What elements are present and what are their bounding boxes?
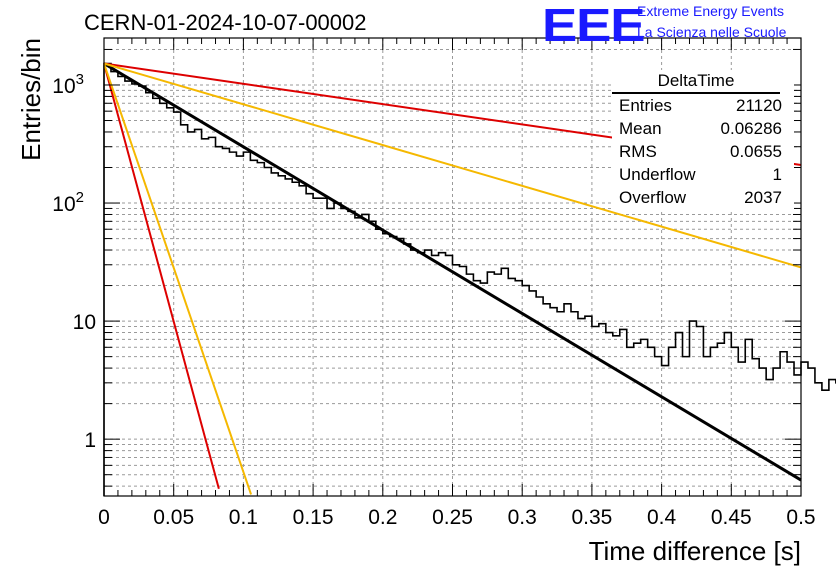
chart-title: CERN-01-2024-10-07-00002 [84,10,367,35]
x-tick-label: 0.05 [153,506,194,529]
x-tick-label: 0.25 [432,506,473,529]
fit-curve-3 [103,62,802,269]
stats-row-overflow: Overflow 2037 [612,186,794,209]
y-tick-label: 102 [52,189,84,216]
fit-curve-5 [103,63,253,495]
x-tick-label: 0.2 [368,506,397,529]
eee-logo: EEE [542,0,646,51]
y-tick-label: 1 [84,429,96,452]
stats-label: Entries [619,96,672,115]
y-tick-label: 10 [73,311,96,334]
stats-label: Mean [619,119,662,138]
stats-row-entries: Entries 21120 [612,94,794,117]
y-axis-label: Entries/bin [16,38,46,161]
x-tick-label: 0.45 [711,506,752,529]
stats-box: DeltaTime Entries 21120 Mean 0.06286 RMS 0.… [612,70,794,209]
x-tick-label: 0.35 [571,506,612,529]
logo-line2: La Scienza nelle Scuole [637,24,787,40]
fit-curve-1 [103,62,802,482]
histogram-deltatime [103,62,836,496]
stats-row-rms: RMS 0.0655 [612,140,794,163]
x-tick-label: 0 [98,506,110,529]
stats-title: DeltaTime [612,70,780,94]
stats-row-mean: Mean 0.06286 [612,117,794,140]
stats-value: 1 [772,165,782,184]
x-tick-label: 0.5 [786,506,815,529]
stats-value: 2037 [744,188,782,207]
stats-value: 0.0655 [730,142,782,161]
stats-label: Overflow [619,188,687,207]
stats-row-underflow: Underflow 1 [612,163,794,186]
stats-value: 0.06286 [720,119,782,138]
stats-value: 21120 [735,96,782,115]
x-tick-label: 0.15 [293,506,334,529]
logo-line1: Extreme Energy Events [637,3,785,19]
x-tick-label: 0.1 [229,506,258,529]
stats-label: RMS [619,142,657,161]
x-tick-label: 0.3 [508,506,537,529]
x-axis-label: Time difference [s] [589,536,801,566]
grid [104,38,801,496]
fit-curve-4 [103,63,220,490]
axes: 0 0.05 0.1 0.15 0.2 0.25 0.3 0.35 0.4 0.45 0.5 1 10 1… [52,38,816,529]
stats-label: Underflow [619,165,696,184]
y-tick-label: 103 [52,71,84,98]
x-tick-label: 0.4 [647,506,677,529]
